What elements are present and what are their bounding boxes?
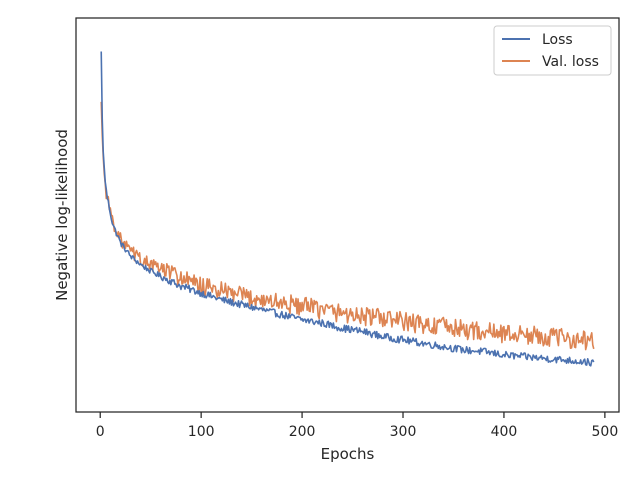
x-tick-label: 400 — [491, 424, 518, 440]
y-axis-label: Negative log-likelihood — [53, 129, 71, 301]
axes-frame — [75, 17, 620, 413]
legend-label-loss: Loss — [542, 32, 573, 48]
plot-area — [100, 51, 595, 367]
x-tick-label: 200 — [289, 424, 316, 440]
x-tick-label: 0 — [96, 424, 105, 440]
series-line-loss — [100, 51, 595, 367]
x-tick-label: 500 — [592, 424, 619, 440]
legend-label-val-loss: Val. loss — [542, 54, 599, 70]
series-line-val-loss — [100, 101, 595, 351]
x-axis-label: Epochs — [321, 445, 375, 463]
x-axis-ticks: 0 100 200 300 400 500 — [96, 412, 618, 440]
x-tick-label: 100 — [188, 424, 215, 440]
legend: Loss Val. loss — [493, 25, 612, 76]
x-tick-label: 300 — [390, 424, 417, 440]
